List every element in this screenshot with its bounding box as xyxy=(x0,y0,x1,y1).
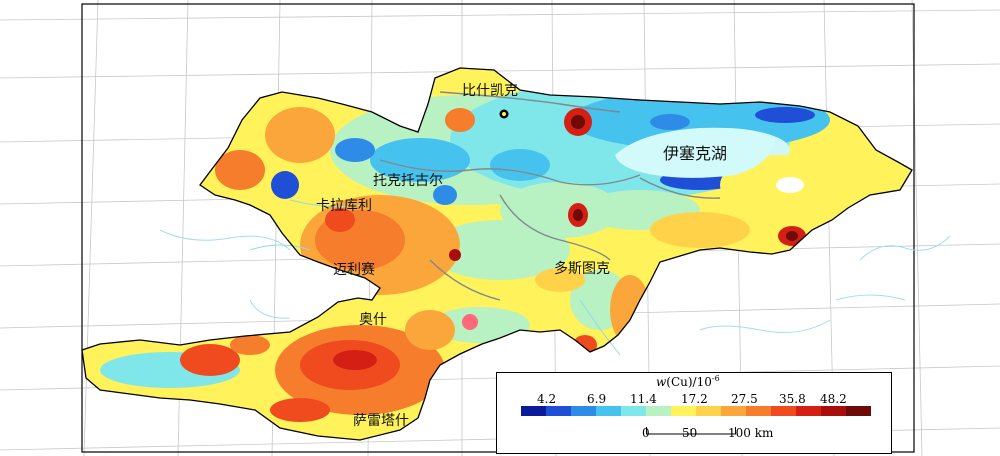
legend-tick: 17.2 xyxy=(681,392,708,406)
legend-swatch xyxy=(646,406,671,416)
legend-tick: 11.4 xyxy=(630,392,657,406)
legend-title: w(Cu)/10-6 xyxy=(656,374,720,389)
label-bishkek: 比什凯克 xyxy=(462,83,518,99)
legend-swatch xyxy=(596,406,621,416)
legend-swatch xyxy=(821,406,846,416)
label-naryn: 多斯图克 xyxy=(554,261,610,277)
legend-colorbar xyxy=(521,406,871,416)
legend-swatch xyxy=(621,406,646,416)
label-karakol-left: 卡拉库利 xyxy=(316,198,372,214)
label-tokmok: 托克托古尔 xyxy=(373,173,443,189)
label-issyk-kul: 伊塞克湖 xyxy=(663,144,728,163)
legend-tick: 35.8 xyxy=(779,392,806,406)
legend-swatch xyxy=(696,406,721,416)
country-border xyxy=(81,67,913,441)
legend-swatch xyxy=(796,406,821,416)
legend-swatch xyxy=(546,406,571,416)
legend-swatch xyxy=(521,406,546,416)
rivers-outside xyxy=(159,229,951,333)
roads xyxy=(379,91,721,301)
scale-bar xyxy=(646,427,736,435)
rivers xyxy=(249,199,621,356)
label-sary-tash: 萨雷塔什 xyxy=(353,413,409,429)
scale-label-100: 100 km xyxy=(728,426,774,440)
legend-tick: 27.5 xyxy=(731,392,758,406)
scale-label-0: 0 xyxy=(642,426,650,440)
label-mailuu: 迈利赛 xyxy=(333,262,375,278)
legend-swatch xyxy=(671,406,696,416)
legend-swatch xyxy=(571,406,596,416)
legend-swatch xyxy=(746,406,771,416)
legend-swatch xyxy=(846,406,871,416)
legend-tick: 6.9 xyxy=(587,392,607,406)
label-osh: 奥什 xyxy=(359,312,387,328)
legend-swatch xyxy=(771,406,796,416)
legend-tick: 4.2 xyxy=(537,392,557,406)
legend-tick: 48.2 xyxy=(820,392,847,406)
legend-swatch xyxy=(721,406,746,416)
scale-label-50: 50 xyxy=(682,426,698,440)
